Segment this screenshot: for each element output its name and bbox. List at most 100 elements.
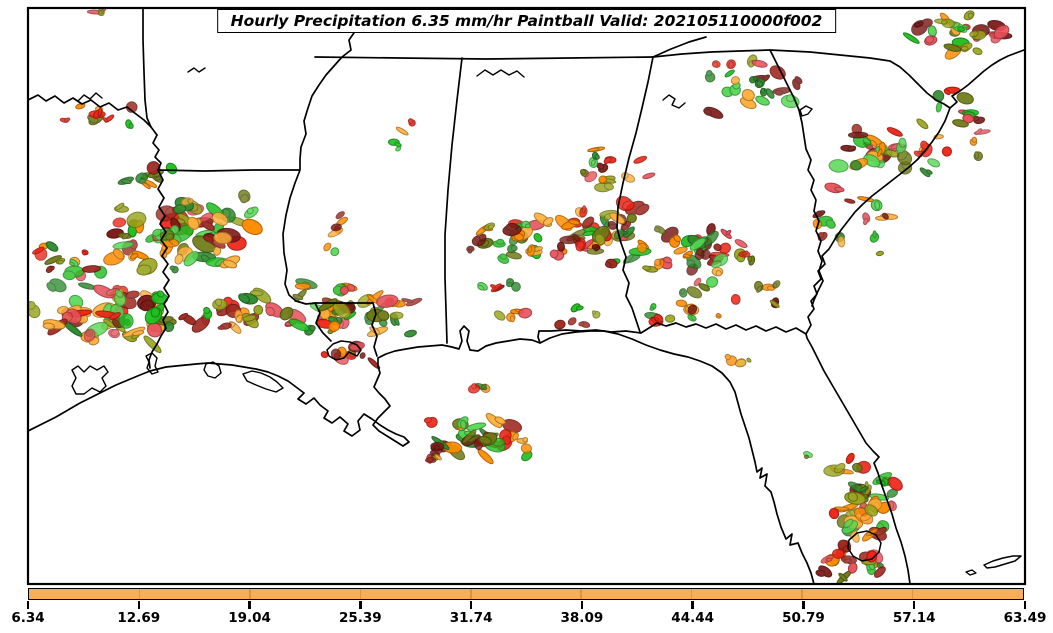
paintball-blob [962, 113, 974, 124]
border-louisiana-mississippi-31n-pearl-river [314, 302, 378, 357]
paintball-blob [359, 352, 366, 359]
paintball-blob [144, 307, 163, 325]
paintball-blob [288, 318, 310, 332]
paintball-blob [61, 308, 82, 325]
paintball-blob [423, 416, 438, 428]
paintball-blob [828, 159, 849, 173]
paintball-blob [972, 47, 983, 55]
paintball-blob [963, 10, 975, 21]
paintball-blob [654, 258, 665, 270]
paintball-blob [366, 308, 390, 323]
paintball-blob [943, 43, 962, 52]
paintball-blob [591, 244, 601, 252]
paintball-blob [93, 107, 103, 119]
paintball-blob [339, 285, 349, 295]
paintball-blob [457, 416, 469, 430]
paintball-blob [238, 189, 251, 204]
paintball-blob [126, 211, 147, 228]
paintball-blob [840, 144, 857, 152]
paintball-blob [664, 314, 676, 323]
paintball-blob [969, 30, 987, 41]
paintball-blob [687, 313, 697, 322]
border-north-carolina-south-carolina [769, 49, 951, 109]
paintball-blob [388, 138, 402, 148]
paintball-blob [328, 320, 341, 332]
paintball-blob [241, 218, 263, 236]
border-arkansas-louisiana [157, 169, 300, 172]
paintball-blob [122, 326, 146, 338]
paintball-blob [603, 156, 617, 165]
paintball-blob [203, 306, 213, 320]
paintball-blob [633, 155, 647, 164]
paintball-blob [217, 322, 232, 330]
river-hiwassee-squiggle [662, 94, 686, 109]
paintball-blob [862, 212, 871, 226]
paintball-blob [941, 18, 956, 29]
paintball-blob [143, 335, 162, 354]
paintball-blob [833, 502, 859, 513]
paintball-blob [864, 504, 879, 517]
paintball-blob [346, 283, 356, 292]
paintball-blob [395, 126, 409, 136]
paintball-blob [471, 233, 487, 247]
paintball-blob [136, 257, 158, 276]
paintball-blob [755, 95, 770, 106]
paintball-blob [896, 137, 907, 154]
paintball-blob [55, 257, 66, 265]
border-oklahoma-arkansas [142, 9, 152, 128]
colorbar-tick-label: 6.34 [11, 610, 45, 626]
paintball-blob [881, 212, 889, 220]
paintball-blob [335, 211, 345, 220]
paintball-blob [467, 383, 481, 394]
paintball-blob [591, 151, 600, 160]
paintball-blob [587, 146, 606, 153]
paintball-blob [710, 253, 729, 268]
paintball-blob [902, 32, 920, 44]
paintball-blob [626, 213, 637, 224]
paintball-blob [95, 310, 121, 321]
paintball-blob [29, 300, 41, 319]
paintball-blob [556, 241, 566, 252]
plot-title: Hourly Precipitation 6.35 mm/hr Paintbal… [230, 12, 823, 30]
colorbar-tick [469, 601, 473, 609]
paintball-blob [973, 128, 991, 136]
paintball-blob [886, 127, 903, 137]
paintball-blob [404, 329, 417, 338]
paintball-blob [847, 481, 869, 494]
paintball-blob [554, 319, 566, 330]
paintball-blob [492, 238, 506, 248]
paintball-blob [505, 251, 522, 260]
coastline-gulf-of-mexico [29, 325, 815, 583]
paintball-blob [874, 566, 886, 578]
paintball-blob [703, 106, 724, 119]
paintball-blob [395, 146, 402, 152]
paintball-blob [941, 146, 953, 157]
paintball-blob [687, 304, 698, 315]
river-arkansas-squiggle [187, 67, 206, 73]
paintball-blob [434, 454, 442, 461]
colorbar-tick [802, 601, 805, 609]
colorbar [28, 588, 1024, 600]
paintball-blob [689, 237, 706, 251]
paintball-blob [253, 304, 264, 316]
paintball-blob [642, 172, 656, 180]
paintball-blob [320, 351, 329, 359]
paintball-blob [957, 26, 965, 32]
paintball-blob [579, 205, 588, 218]
paintball-blob [706, 276, 719, 288]
paintball-blob [59, 117, 71, 123]
paintball-blob [516, 437, 529, 444]
paintball-blob [851, 462, 863, 473]
colorbar-divider [249, 589, 251, 599]
paintball-blob [832, 548, 845, 559]
paintball-blob [828, 507, 840, 520]
paintball-blob [81, 265, 101, 273]
paintball-blob [711, 266, 724, 277]
paintball-blob [734, 239, 748, 249]
paintball-blob [75, 103, 86, 110]
paintball-blob [125, 119, 134, 129]
paintball-blob [837, 235, 846, 248]
paintball-blob [478, 432, 498, 446]
paintball-blob [730, 294, 741, 305]
